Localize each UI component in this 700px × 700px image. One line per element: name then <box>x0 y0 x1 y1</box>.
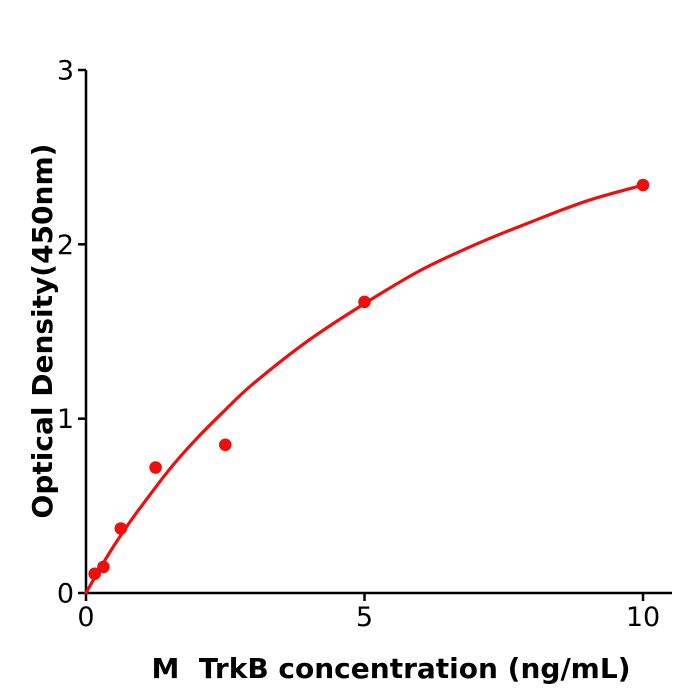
x-tick-label: 10 <box>626 602 660 633</box>
y-tick-label: 2 <box>57 230 74 261</box>
data-point <box>114 522 128 535</box>
data-point <box>97 560 110 574</box>
x-tick-label: 0 <box>77 602 94 633</box>
y-tick-label: 3 <box>57 56 74 87</box>
x-axis-ticks: 0 5 10 <box>77 593 660 633</box>
y-tick-label: 1 <box>57 404 74 435</box>
y-axis-label: Optical Density(450nm) <box>26 144 59 519</box>
x-tick-label: 5 <box>356 602 373 633</box>
fit-curve <box>84 183 645 595</box>
data-point <box>149 461 162 474</box>
x-axis-label: M TrkB concentration (ng/mL) <box>152 652 631 685</box>
y-axis-ticks: 0 1 2 3 <box>57 56 86 610</box>
data-point <box>219 438 232 452</box>
axis-spines <box>84 70 672 595</box>
data-point <box>636 178 650 192</box>
data-point <box>88 567 101 581</box>
y-tick-label: 0 <box>57 579 74 610</box>
data-points <box>88 178 650 581</box>
data-point <box>358 295 371 309</box>
